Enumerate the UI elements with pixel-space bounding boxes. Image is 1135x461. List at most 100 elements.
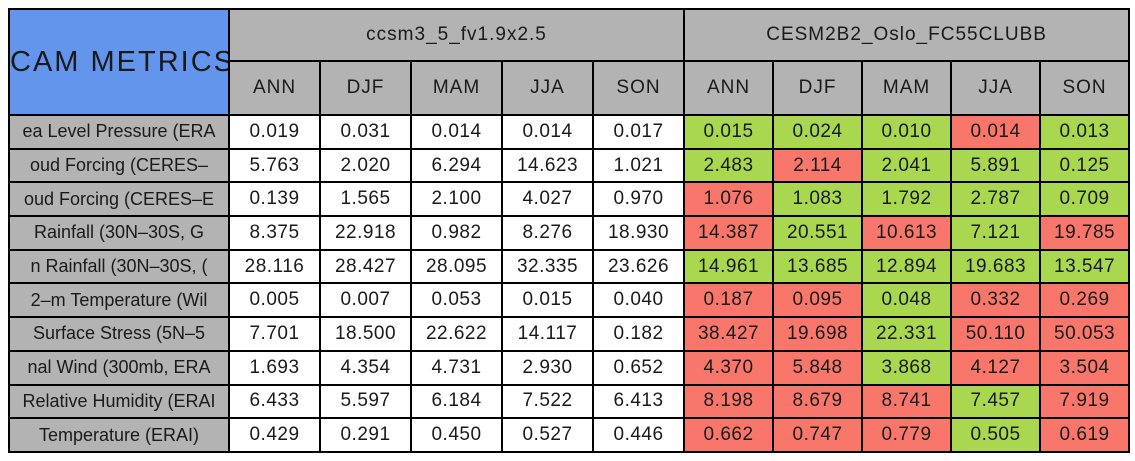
metric-cell-ccsm: 28.427 [319,248,412,285]
metric-cell-ccsm: 2.020 [319,147,412,184]
metric-cell-cesm: 20.551 [772,215,864,251]
metric-cell-cesm: 0.779 [861,417,953,453]
metric-cell-cesm: 5.891 [950,147,1042,184]
metric-cell-ccsm: 5.597 [319,383,412,420]
metric-cell-ccsm: 0.446 [591,417,686,453]
row-label: Temperature (ERAI) [8,417,230,453]
metric-cell-ccsm: 0.019 [228,114,321,150]
season-header: MAM [861,60,953,116]
model-header-right: CESM2B2_Oslo_FC55CLUBB [683,8,1131,62]
metric-cell-cesm: 0.269 [1039,282,1131,319]
metric-cell-cesm: 0.662 [683,417,775,453]
row-label: n Rainfall (30N–30S, ( [8,248,230,285]
metric-cell-cesm: 1.792 [861,181,953,218]
metric-cell-ccsm: 0.040 [591,282,686,319]
metric-cell-ccsm: 1.021 [591,147,686,184]
metric-cell-ccsm: 4.027 [501,181,594,218]
metric-cell-ccsm: 0.014 [501,114,594,150]
row-label: ea Level Pressure (ERA [8,114,230,150]
metric-cell-cesm: 4.127 [950,349,1042,386]
row-label: Relative Humidity (ERAI [8,383,230,420]
metric-cell-cesm: 2.114 [772,147,864,184]
metric-cell-cesm: 19.698 [772,316,864,352]
row-label: oud Forcing (CERES–E [8,181,230,218]
metric-cell-ccsm: 6.413 [591,383,686,420]
metric-cell-cesm: 3.504 [1039,349,1131,386]
metric-cell-ccsm: 2.930 [501,349,594,386]
model-header-row: CAM METRICS ccsm3_5_fv1.9x2.5 CESM2B2_Os… [8,8,1131,116]
metric-cell-cesm: 14.961 [683,248,775,285]
metric-cell-ccsm: 0.429 [228,417,321,453]
metric-cell-cesm: 19.785 [1039,215,1131,251]
metric-cell-ccsm: 2.100 [410,181,503,218]
model-header-left: ccsm3_5_fv1.9x2.5 [227,8,686,62]
table-row: Temperature (ERAI) 0.429 0.291 0.450 0.527 0.… [8,417,1131,453]
season-header: ANN [228,60,321,116]
table-row: Rainfall (30N–30S, G 8.375 22.918 0.982 8.27… [8,215,1131,251]
row-label: oud Forcing (CERES– [8,147,230,184]
metric-cell-ccsm: 8.375 [228,215,321,251]
metric-cell-ccsm: 28.095 [410,248,503,285]
metric-cell-ccsm: 7.701 [228,316,321,352]
metric-cell-ccsm: 14.117 [501,316,594,352]
metric-cell-ccsm: 0.182 [591,316,686,352]
metric-cell-cesm: 0.332 [950,282,1042,319]
table-row: oud Forcing (CERES– 5.763 2.020 6.294 14.623… [8,147,1131,184]
metric-cell-ccsm: 0.139 [228,181,321,218]
metric-cell-cesm: 8.198 [683,383,775,420]
metric-cell-cesm: 0.013 [1039,114,1131,150]
table-row: nal Wind (300mb, ERA 1.693 4.354 4.731 2.930… [8,349,1131,386]
metric-cell-ccsm: 0.970 [591,181,686,218]
table-row: n Rainfall (30N–30S, (28.116 28.427 28.095… [8,248,1131,285]
metric-cell-cesm: 7.121 [950,215,1042,251]
metric-cell-cesm: 13.547 [1039,248,1131,285]
season-header: DJF [772,60,864,116]
metric-cell-ccsm: 6.294 [410,147,503,184]
row-label: nal Wind (300mb, ERA [8,349,230,386]
metric-cell-ccsm: 0.450 [410,417,503,453]
metric-cell-cesm: 3.868 [861,349,953,386]
season-header: SON [1039,60,1131,116]
metric-cell-cesm: 0.095 [772,282,864,319]
metric-cell-ccsm: 28.116 [228,248,321,285]
metric-cell-ccsm: 5.763 [228,147,321,184]
metric-cell-cesm: 38.427 [683,316,775,352]
metric-cell-cesm: 0.010 [861,114,953,150]
metric-cell-cesm: 0.709 [1039,181,1131,218]
metric-cell-ccsm: 4.354 [319,349,412,386]
metric-cell-cesm: 50.110 [950,316,1042,352]
metric-cell-ccsm: 22.622 [410,316,503,352]
metric-cell-ccsm: 1.693 [228,349,321,386]
metric-cell-cesm: 50.053 [1039,316,1131,352]
metric-cell-ccsm: 0.291 [319,417,412,453]
season-header: JJA [501,60,594,116]
table-row: Surface Stress (5N–5 7.701 18.500 22.622 14.… [8,316,1131,352]
metric-cell-cesm: 0.024 [772,114,864,150]
metric-cell-ccsm: 22.918 [319,215,412,251]
metric-cell-ccsm: 0.031 [319,114,412,150]
metric-cell-cesm: 0.014 [950,114,1042,150]
metric-cell-ccsm: 0.014 [410,114,503,150]
metric-cell-ccsm: 0.982 [410,215,503,251]
season-header: MAM [410,60,503,116]
metric-cell-cesm: 12.894 [861,248,953,285]
metric-cell-cesm: 1.076 [683,181,775,218]
metric-cell-cesm: 0.505 [950,417,1042,453]
metric-cell-ccsm: 0.017 [591,114,686,150]
metric-cell-ccsm: 0.007 [319,282,412,319]
season-header: ANN [683,60,775,116]
metric-cell-cesm: 8.679 [772,383,864,420]
metric-cell-cesm: 0.015 [683,114,775,150]
metric-cell-ccsm: 18.930 [591,215,686,251]
metric-cell-ccsm: 18.500 [319,316,412,352]
season-header-row: ANN DJF MAM JJA SON ANN DJF MAM JJA SON [9,60,1131,116]
metric-cell-cesm: 5.848 [772,349,864,386]
table-row: Relative Humidity (ERAI 6.433 5.597 6.184 7.… [8,383,1131,420]
metric-cell-cesm: 1.083 [772,181,864,218]
row-label: Surface Stress (5N–5 [8,316,230,352]
metric-cell-ccsm: 7.522 [501,383,594,420]
metric-cell-cesm: 7.457 [950,383,1042,420]
table-row: ea Level Pressure (ERA 0.019 0.031 0.014 0.0… [8,114,1131,150]
metric-cell-cesm: 0.048 [861,282,953,319]
metric-cell-ccsm: 8.276 [501,215,594,251]
